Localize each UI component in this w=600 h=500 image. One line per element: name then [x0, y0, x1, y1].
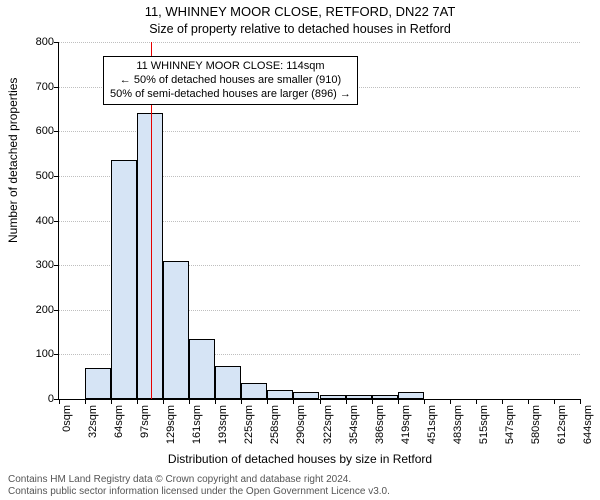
x-tick-label: 547sqm [504, 405, 516, 444]
x-tick [476, 399, 477, 404]
y-tick [54, 310, 59, 311]
y-tick-label: 200 [36, 304, 54, 316]
y-tick [54, 354, 59, 355]
y-tick [54, 131, 59, 132]
x-tick-label: 580sqm [530, 405, 542, 444]
x-tick-label: 354sqm [348, 405, 360, 444]
x-tick-label: 258sqm [269, 405, 281, 444]
histogram-bar [163, 261, 189, 399]
histogram-bar [85, 368, 111, 399]
histogram-bar [267, 390, 293, 399]
x-tick [528, 399, 529, 404]
x-tick-label: 193sqm [217, 405, 229, 444]
histogram-bar [241, 383, 267, 399]
x-tick [293, 399, 294, 404]
x-tick-label: 483sqm [452, 405, 464, 444]
x-tick-label: 644sqm [582, 405, 594, 444]
y-tick-label: 400 [36, 215, 54, 227]
histogram-bar [320, 395, 346, 399]
x-tick [346, 399, 347, 404]
x-tick [554, 399, 555, 404]
x-tick [372, 399, 373, 404]
histogram-bar [372, 395, 398, 399]
chart-subtitle: Size of property relative to detached ho… [0, 22, 600, 36]
x-tick-label: 32sqm [87, 405, 99, 438]
x-tick [59, 399, 60, 404]
y-tick [54, 265, 59, 266]
y-tick-label: 600 [36, 125, 54, 137]
x-tick [502, 399, 503, 404]
x-tick [320, 399, 321, 404]
x-tick [137, 399, 138, 404]
x-tick-label: 290sqm [295, 405, 307, 444]
reference-annotation: 11 WHINNEY MOOR CLOSE: 114sqm ← 50% of d… [103, 56, 358, 105]
x-tick [189, 399, 190, 404]
x-tick-label: 161sqm [191, 405, 203, 444]
histogram-plot: 01002003004005006007008000sqm32sqm64sqm9… [58, 42, 580, 400]
y-tick-label: 800 [36, 36, 54, 48]
x-tick [424, 399, 425, 404]
annotation-line: 50% of semi-detached houses are larger (… [110, 88, 351, 102]
histogram-bar [111, 160, 137, 399]
x-tick [215, 399, 216, 404]
x-tick-label: 322sqm [322, 405, 334, 444]
attribution-footer: Contains HM Land Registry data © Crown c… [8, 474, 592, 498]
histogram-bar [346, 395, 372, 399]
x-tick [85, 399, 86, 404]
x-tick [580, 399, 581, 404]
footer-line: Contains public sector information licen… [8, 486, 592, 498]
histogram-bar [215, 366, 241, 399]
x-axis-label: Distribution of detached houses by size … [0, 452, 600, 466]
x-tick [267, 399, 268, 404]
footer-line: Contains HM Land Registry data © Crown c… [8, 474, 592, 486]
y-tick [54, 176, 59, 177]
x-tick-label: 386sqm [374, 405, 386, 444]
x-tick [163, 399, 164, 404]
y-tick [54, 42, 59, 43]
x-tick-label: 0sqm [61, 405, 73, 432]
x-tick-label: 419sqm [400, 405, 412, 444]
x-tick-label: 97sqm [139, 405, 151, 438]
y-tick-label: 500 [36, 170, 54, 182]
x-tick-label: 225sqm [243, 405, 255, 444]
page-title: 11, WHINNEY MOOR CLOSE, RETFORD, DN22 7A… [0, 4, 600, 19]
y-tick [54, 87, 59, 88]
y-tick-label: 300 [36, 259, 54, 271]
x-tick-label: 451sqm [426, 405, 438, 444]
x-tick-label: 612sqm [556, 405, 568, 444]
y-tick-label: 100 [36, 348, 54, 360]
histogram-bar [398, 392, 424, 399]
y-tick [54, 221, 59, 222]
histogram-bar [137, 113, 163, 399]
annotation-line: 11 WHINNEY MOOR CLOSE: 114sqm [110, 60, 351, 74]
x-tick-label: 64sqm [113, 405, 125, 438]
annotation-line: ← 50% of detached houses are smaller (91… [110, 74, 351, 88]
x-tick [398, 399, 399, 404]
histogram-bar [293, 392, 319, 399]
histogram-bar [189, 339, 215, 399]
x-tick-label: 515sqm [478, 405, 490, 444]
gridline [59, 42, 580, 43]
x-tick [111, 399, 112, 404]
x-tick [450, 399, 451, 404]
x-tick-label: 129sqm [165, 405, 177, 444]
x-tick [241, 399, 242, 404]
y-axis-label: Number of detached properties [6, 78, 20, 243]
y-tick-label: 0 [48, 393, 54, 405]
y-tick-label: 700 [36, 81, 54, 93]
